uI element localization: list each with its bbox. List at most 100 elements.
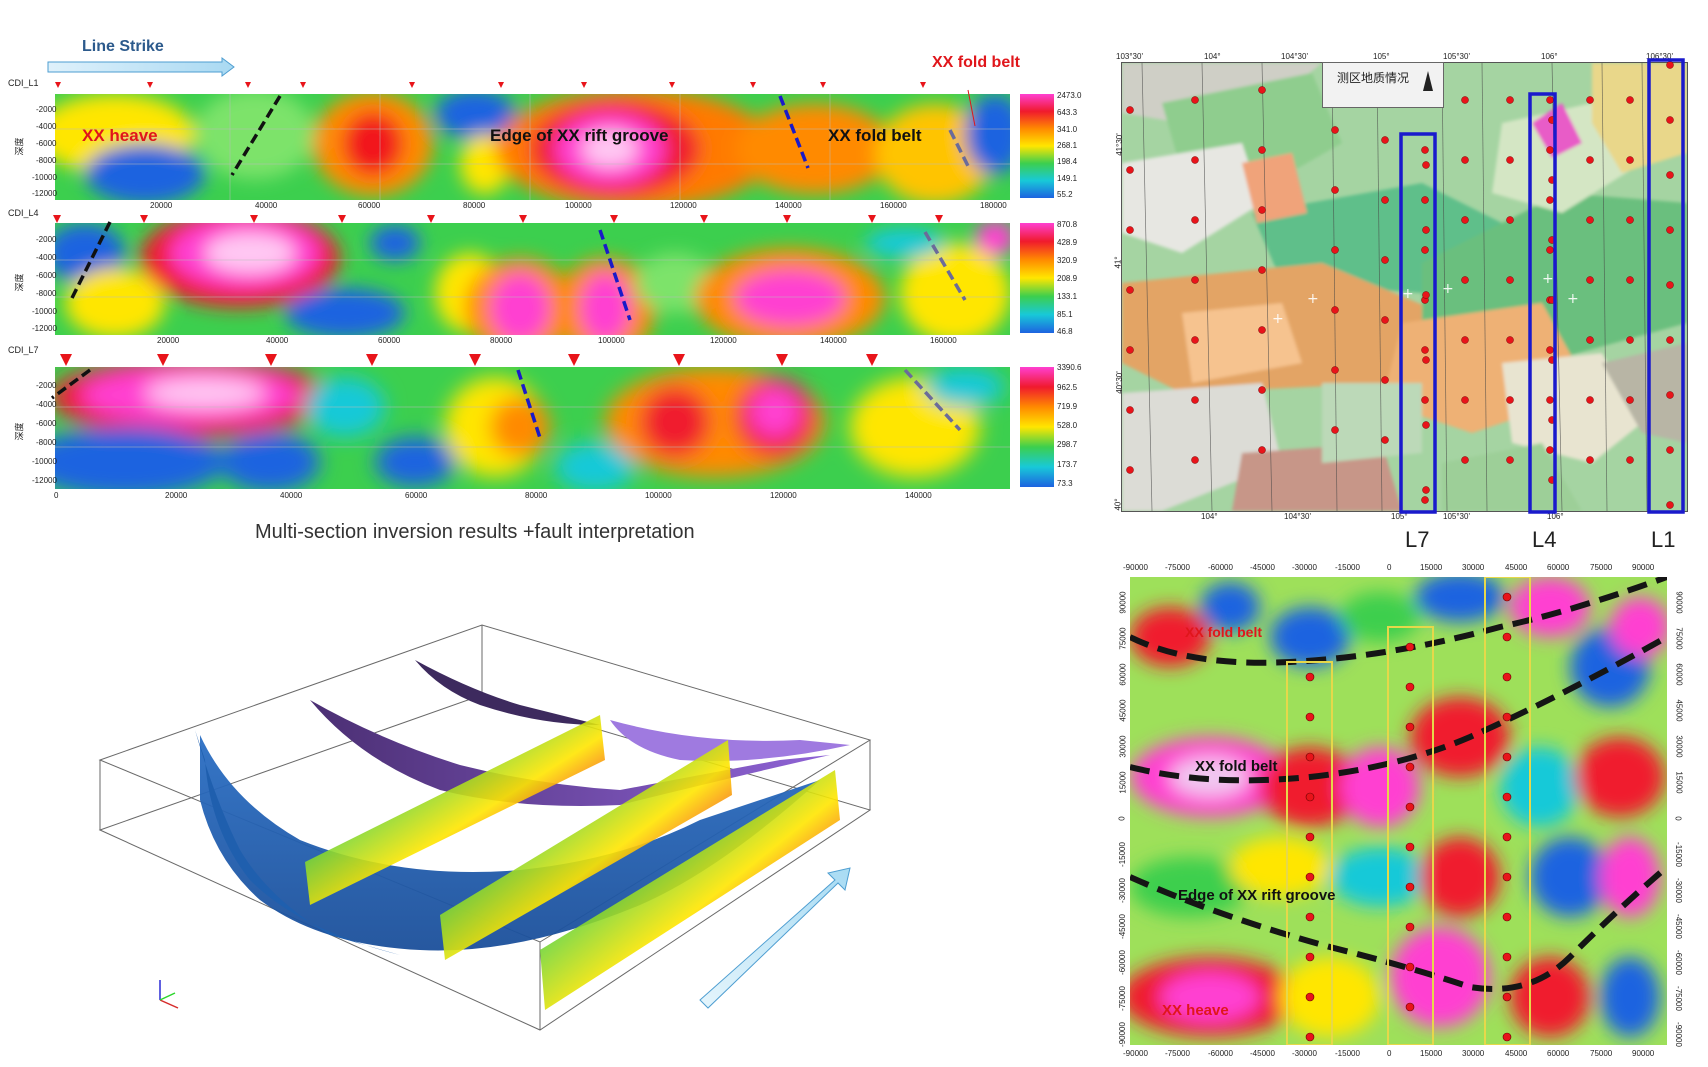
l1-xtick-3: 80000 xyxy=(463,201,486,210)
section-l4-cb-5: 85.1 xyxy=(1057,310,1073,319)
l4-ytick-2: -6000 xyxy=(36,271,57,280)
plan-ytick-8: -30000 xyxy=(1117,878,1127,903)
l7-xtick-5: 100000 xyxy=(645,491,672,500)
plan-xtick-bottom-12: 90000 xyxy=(1632,1049,1655,1058)
l7-ytick-0: -2000 xyxy=(36,381,57,390)
plan-xtick-top-2: -60000 xyxy=(1208,563,1233,572)
l7-xtick-4: 80000 xyxy=(525,491,548,500)
section-l4-depth-label: 深度 xyxy=(14,273,25,292)
l4-xtick-6: 140000 xyxy=(820,336,847,345)
l7-xtick-0: 0 xyxy=(54,491,59,500)
plan-ytick-1: 75000 xyxy=(1118,627,1128,650)
l7-xtick-1: 20000 xyxy=(165,491,188,500)
l7-xtick-3: 60000 xyxy=(405,491,428,500)
svg-text:+: + xyxy=(1442,281,1454,297)
plan-xtick-top-1: -75000 xyxy=(1165,563,1190,572)
section-l7-depth-label: 深度 xyxy=(14,422,25,441)
plan-fold-belt-label-2: XX fold belt xyxy=(1195,758,1278,775)
map-top-tick-2: 104°30' xyxy=(1281,52,1308,61)
plan-xtick-bottom-11: 75000 xyxy=(1590,1049,1613,1058)
l4-xtick-4: 100000 xyxy=(598,336,625,345)
map-top-tick-5: 106° xyxy=(1541,52,1558,61)
map-title: 测区地质情况 xyxy=(1337,71,1410,85)
section-l7-id: CDI_L7 xyxy=(8,345,39,355)
sections-caption: Multi-section inversion results +fault i… xyxy=(255,521,695,543)
plan-xtick-top-12: 90000 xyxy=(1632,563,1655,572)
plan-ytick-right-3: 45000 xyxy=(1674,699,1684,722)
section-l4-plot xyxy=(55,223,1010,335)
section-l1-plot xyxy=(55,94,1010,200)
plan-ytick-right-6: 0 xyxy=(1673,816,1683,821)
plan-ytick-right-8: -30000 xyxy=(1673,878,1683,903)
section-l7-colorbar xyxy=(1020,367,1054,487)
plan-xtick-bottom-3: -45000 xyxy=(1250,1049,1275,1058)
svg-text:+: + xyxy=(1567,291,1579,307)
section-l1-rift-label: Edge of XX rift groove xyxy=(490,126,669,145)
l1-xtick-2: 60000 xyxy=(358,201,381,210)
plan-xtick-top-5: -15000 xyxy=(1335,563,1360,572)
station-markers-l1 xyxy=(55,82,926,88)
plan-xtick-bottom-6: 0 xyxy=(1387,1049,1392,1058)
section-l1-cb-4: 198.4 xyxy=(1057,157,1078,166)
map-bottom-tick-1: 104°30' xyxy=(1284,512,1311,521)
plan-xtick-top-0: -90000 xyxy=(1123,563,1148,572)
plan-ytick-right-0: 90000 xyxy=(1674,591,1684,614)
station-markers-l4 xyxy=(53,215,943,223)
plan-ytick-7: -15000 xyxy=(1117,842,1127,867)
plan-ytick-3: 45000 xyxy=(1118,699,1128,722)
plan-rift-label: Edge of XX rift groove xyxy=(1178,887,1336,904)
l7-ytick-4: -10000 xyxy=(32,457,57,466)
plan-fold-belt-label-1: XX fold belt xyxy=(1185,624,1262,640)
plan-xtick-bottom-0: -90000 xyxy=(1123,1049,1148,1058)
l4-xtick-3: 80000 xyxy=(490,336,513,345)
map-left-tick-1: 41° xyxy=(1113,256,1123,269)
plan-map xyxy=(1130,577,1667,1045)
section-l7-cb-3: 528.0 xyxy=(1057,421,1078,430)
plan-xtick-bottom-7: 15000 xyxy=(1420,1049,1443,1058)
plan-xtick-bottom-10: 60000 xyxy=(1547,1049,1570,1058)
l1-xtick-0: 20000 xyxy=(150,201,173,210)
section-l4-id: CDI_L4 xyxy=(8,208,39,218)
map-bottom-tick-4: 106° xyxy=(1547,512,1564,521)
plan-ytick-2: 60000 xyxy=(1118,663,1128,686)
plan-ytick-right-5: 15000 xyxy=(1674,771,1684,794)
l1-ytick-3: -8000 xyxy=(36,156,57,165)
section-l4-colorbar xyxy=(1020,223,1054,333)
section-l1-cb-1: 643.3 xyxy=(1057,108,1078,117)
plan-ytick-right-12: -90000 xyxy=(1673,1022,1683,1047)
l4-xtick-2: 60000 xyxy=(378,336,401,345)
l1-ytick-0: -2000 xyxy=(36,105,57,114)
l1-xtick-5: 120000 xyxy=(670,201,697,210)
section-l7-cb-2: 719.9 xyxy=(1057,402,1078,411)
plan-ytick-right-4: 30000 xyxy=(1674,735,1684,758)
section-l1-depth-label: 深度 xyxy=(14,137,25,156)
plan-xtick-bottom-9: 45000 xyxy=(1505,1049,1528,1058)
plan-ytick-right-1: 75000 xyxy=(1674,627,1684,650)
map-bottom-tick-2: 105° xyxy=(1391,512,1408,521)
plan-xtick-top-10: 60000 xyxy=(1547,563,1570,572)
map-line-l4: L4 xyxy=(1532,527,1557,552)
svg-text:+: + xyxy=(1307,291,1319,307)
l1-xtick-7: 160000 xyxy=(880,201,907,210)
plan-xtick-bottom-4: -30000 xyxy=(1292,1049,1317,1058)
l7-ytick-3: -8000 xyxy=(36,438,57,447)
plan-ytick-right-10: -60000 xyxy=(1673,950,1683,975)
l4-ytick-4: -10000 xyxy=(32,307,57,316)
plan-ytick-5: 15000 xyxy=(1118,771,1128,794)
l7-ytick-5: -12000 xyxy=(32,476,57,485)
l4-xtick-5: 120000 xyxy=(710,336,737,345)
plan-ytick-right-11: -75000 xyxy=(1673,986,1683,1011)
map-line-l1: L1 xyxy=(1651,527,1676,552)
map-left-tick-0: 41°30' xyxy=(1114,133,1124,156)
plan-ytick-right-9: -45000 xyxy=(1673,914,1683,939)
axis-triad-icon xyxy=(159,980,179,1009)
l4-xtick-1: 40000 xyxy=(266,336,289,345)
map-legend-box: 测区地质情况 xyxy=(1322,62,1444,108)
l4-xtick-0: 20000 xyxy=(157,336,180,345)
svg-text:+: + xyxy=(1272,311,1284,327)
plan-ytick-12: -90000 xyxy=(1117,1022,1127,1047)
section-l1-cb-2: 341.0 xyxy=(1057,125,1078,134)
l1-xtick-8: 180000 xyxy=(980,201,1007,210)
plan-xtick-top-6: 0 xyxy=(1387,563,1392,572)
l7-ytick-2: -6000 xyxy=(36,419,57,428)
